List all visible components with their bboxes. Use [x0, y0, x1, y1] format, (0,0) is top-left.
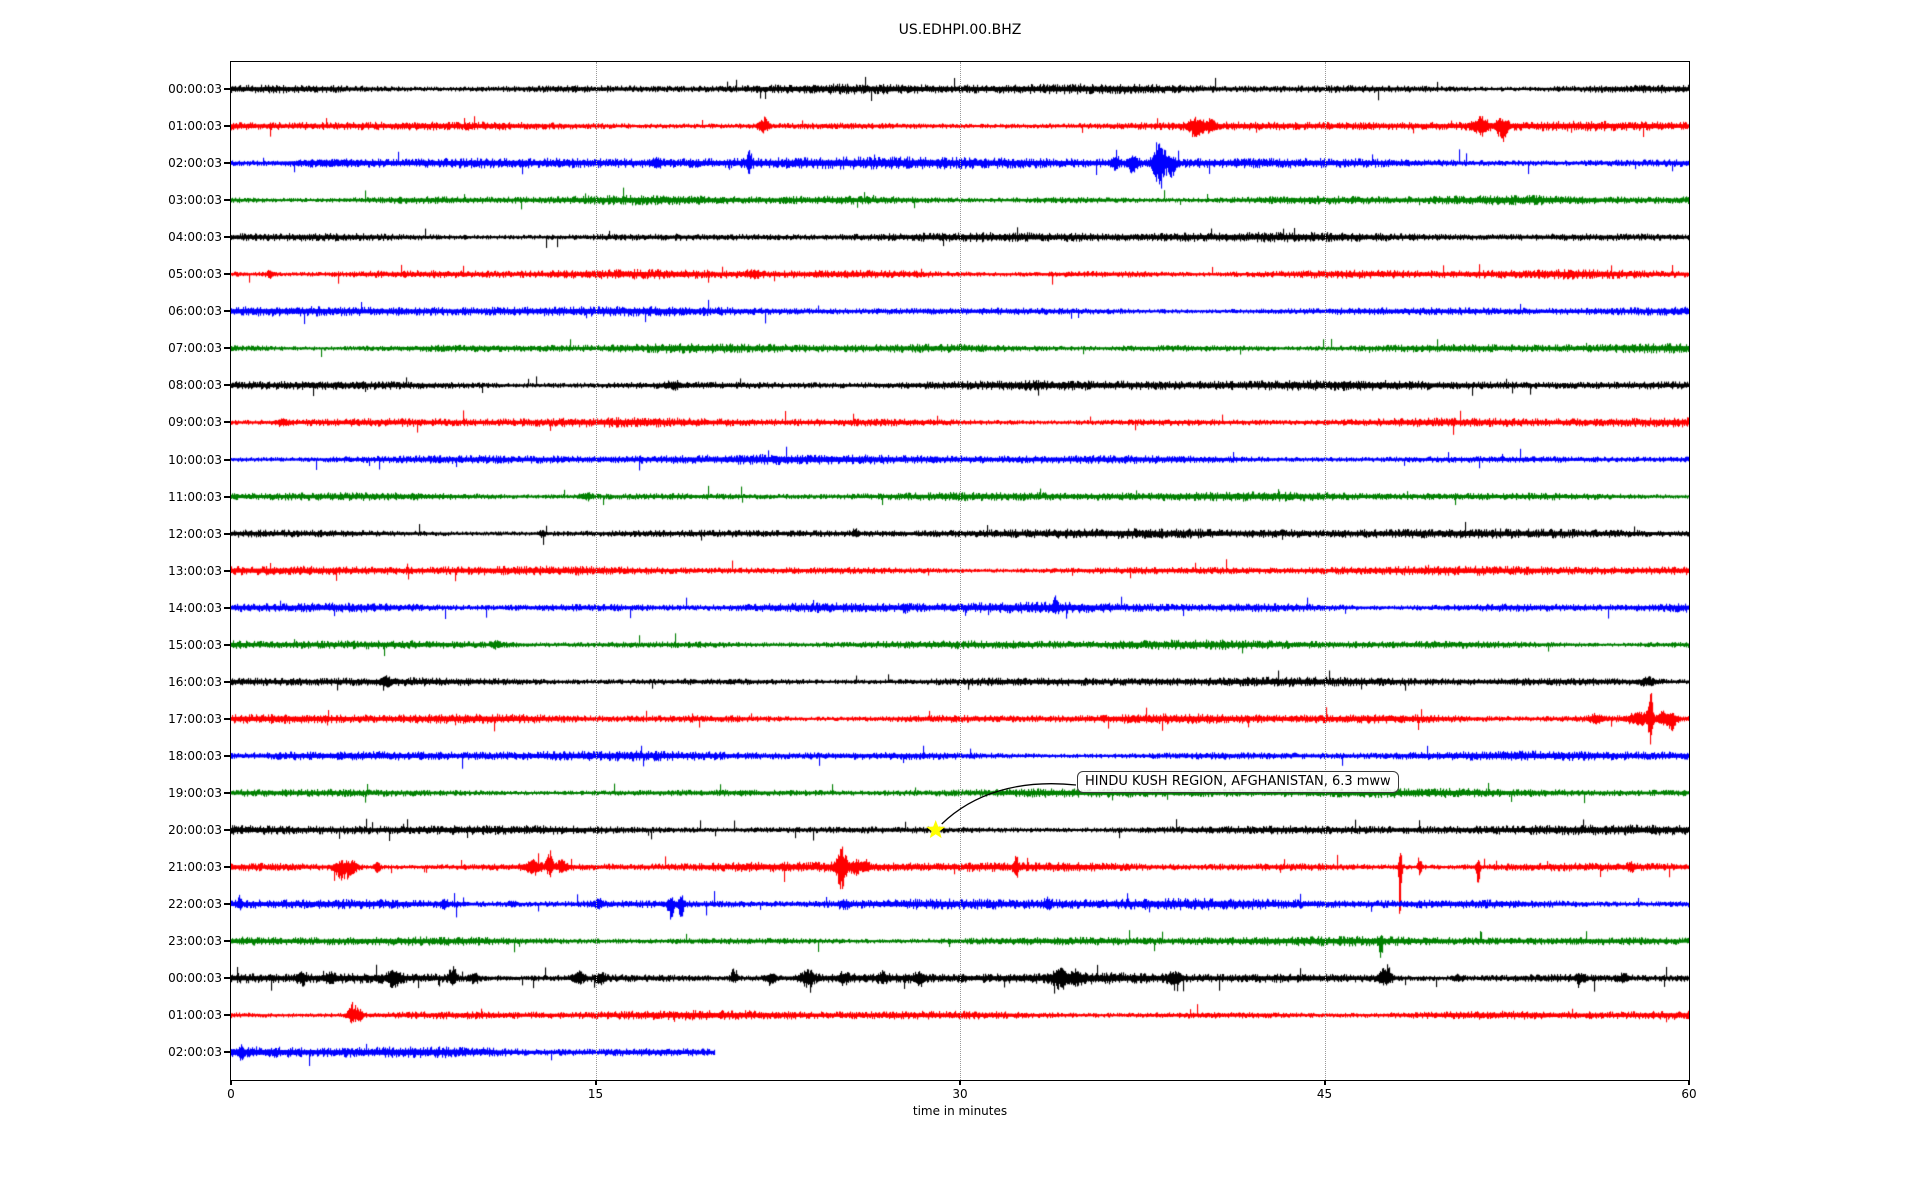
y-tick — [224, 384, 230, 387]
y-tick — [224, 88, 230, 90]
row-label: 03:00:03 — [168, 193, 222, 208]
y-tick — [224, 236, 230, 239]
y-tick — [224, 643, 230, 646]
row-label: 08:00:03 — [168, 378, 222, 393]
row-label: 07:00:03 — [168, 341, 222, 356]
row-label: 21:00:03 — [168, 860, 222, 875]
row-label: 23:00:03 — [168, 934, 222, 949]
y-tick — [224, 977, 230, 980]
x-tick-label: 30 — [952, 1087, 968, 1101]
row-label: 19:00:03 — [168, 785, 222, 800]
y-tick — [224, 162, 230, 165]
row-label: 02:00:03 — [168, 1045, 222, 1060]
y-tick — [224, 347, 230, 350]
gridline-45min — [1324, 62, 1326, 1080]
row-label: 14:00:03 — [168, 600, 222, 615]
x-tick-label: 45 — [1316, 1087, 1333, 1101]
x-tick-label: 0 — [227, 1087, 235, 1101]
row-label: 10:00:03 — [168, 452, 222, 467]
gridline-15min — [595, 62, 597, 1080]
row-label: 01:00:03 — [168, 1008, 222, 1023]
y-tick — [224, 125, 230, 128]
x-tick — [1688, 1080, 1690, 1085]
gridline-30min — [960, 62, 961, 1080]
y-tick — [224, 199, 230, 202]
x-tick — [959, 1080, 961, 1085]
y-tick — [224, 903, 230, 906]
annotation-box: HINDU KUSH REGION, AFGHANISTAN, 6.3 mww — [1077, 771, 1399, 793]
row-label: 16:00:03 — [168, 674, 222, 689]
row-label: 06:00:03 — [168, 304, 222, 319]
y-tick — [224, 717, 230, 720]
row-label: 01:00:03 — [168, 119, 222, 134]
x-tick — [1323, 1080, 1326, 1085]
y-tick — [224, 606, 230, 609]
y-tick — [224, 866, 230, 869]
x-axis-label: time in minutes — [912, 1104, 1008, 1118]
x-tick — [594, 1080, 597, 1085]
y-tick — [224, 829, 230, 831]
y-tick — [224, 791, 230, 794]
x-tick — [230, 1080, 232, 1085]
y-tick — [224, 532, 230, 535]
row-label: 20:00:03 — [168, 823, 222, 837]
y-tick — [224, 680, 230, 683]
chart-title: US.EDHPI.00.BHZ — [898, 22, 1022, 38]
x-tick-label: 15 — [587, 1087, 604, 1101]
row-label: 22:00:03 — [168, 897, 222, 912]
row-label: 18:00:03 — [168, 748, 222, 763]
row-label: 05:00:03 — [168, 267, 222, 282]
y-tick — [224, 940, 230, 943]
row-label: 02:00:03 — [168, 156, 222, 171]
row-label: 09:00:03 — [168, 415, 222, 430]
y-tick — [224, 310, 230, 313]
y-tick — [224, 495, 230, 498]
y-tick — [224, 754, 230, 757]
y-tick — [224, 458, 230, 461]
row-label: 00:00:03 — [168, 82, 222, 96]
row-label: 15:00:03 — [168, 637, 222, 652]
y-tick — [224, 569, 230, 572]
y-tick — [224, 421, 230, 424]
row-label: 04:00:03 — [168, 230, 222, 245]
x-tick-label: 60 — [1681, 1087, 1697, 1101]
row-label: 00:00:03 — [168, 971, 222, 986]
row-label: 17:00:03 — [168, 711, 222, 726]
y-tick — [224, 273, 230, 276]
y-tick — [224, 1051, 230, 1054]
row-label: 12:00:03 — [168, 526, 222, 541]
row-label: 13:00:03 — [168, 563, 222, 578]
y-tick — [224, 1014, 230, 1017]
row-label: 11:00:03 — [168, 489, 222, 504]
